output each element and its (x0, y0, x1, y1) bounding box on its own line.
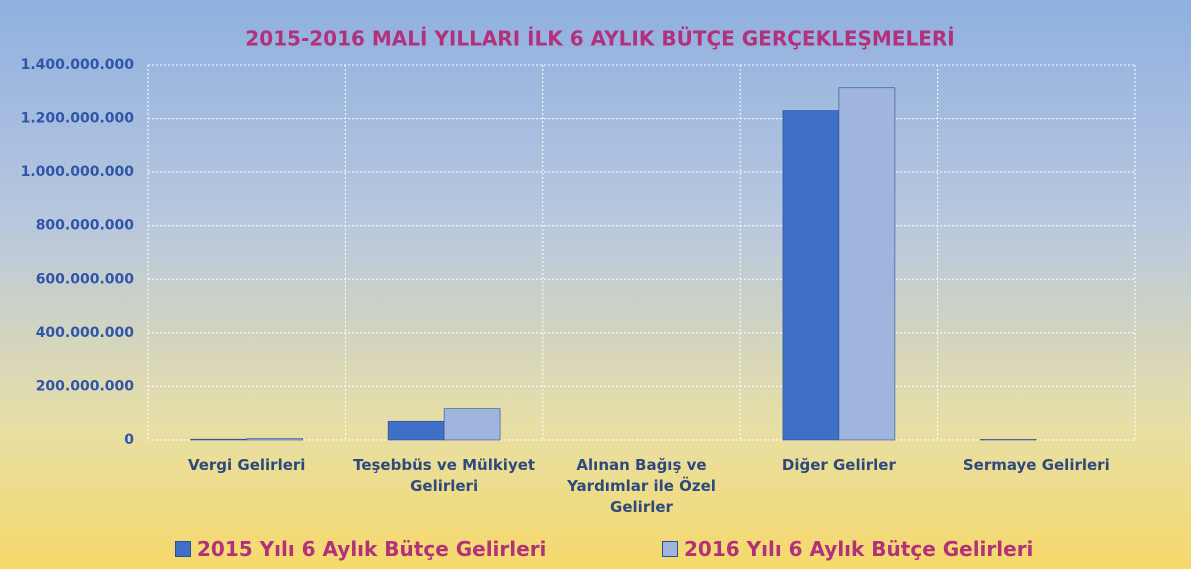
bar (246, 438, 303, 441)
legend-label: 2016 Yılı 6 Aylık Bütçe Gelirleri (684, 537, 1034, 561)
chart-title: 2015-2016 MALİ YILLARI İLK 6 AYLIK BÜTÇE… (245, 27, 954, 51)
x-tick-label: Teşebbüs ve Mülkiyet Gelirleri (353, 456, 536, 495)
y-tick-label: 400.000.000 (36, 325, 135, 341)
x-tick-label: Diğer Gelirler (781, 456, 896, 474)
bar (387, 420, 445, 441)
legend-item: 2015 Yılı 6 Aylık Bütçe Gelirleri (175, 537, 546, 561)
y-tick-label: 1.200.000.000 (21, 111, 135, 127)
bar (190, 438, 247, 441)
bar (979, 439, 1037, 441)
x-tick-label: Alınan Bağış ve Yardımlar ile Özel Gelir… (567, 456, 716, 516)
y-tick-label: 1.400.000.000 (21, 57, 135, 73)
y-tick-label: 800.000.000 (36, 218, 135, 234)
x-tick-label: Sermaye Gelirleri (962, 456, 1110, 474)
legend-swatch (175, 541, 191, 557)
legend-item: 2016 Yılı 6 Aylık Bütçe Gelirleri (662, 537, 1033, 561)
y-tick-label: 0 (124, 432, 134, 448)
y-tick-label: 1.000.000.000 (21, 164, 135, 180)
bar (838, 87, 896, 441)
legend-swatch (662, 541, 678, 557)
y-tick-label: 200.000.000 (36, 378, 135, 394)
bar (782, 110, 840, 441)
x-tick-label: Vergi Gelirleri (187, 456, 306, 474)
bar (443, 408, 501, 441)
y-tick-label: 600.000.000 (36, 271, 135, 287)
legend-label: 2015 Yılı 6 Aylık Bütçe Gelirleri (197, 537, 547, 561)
